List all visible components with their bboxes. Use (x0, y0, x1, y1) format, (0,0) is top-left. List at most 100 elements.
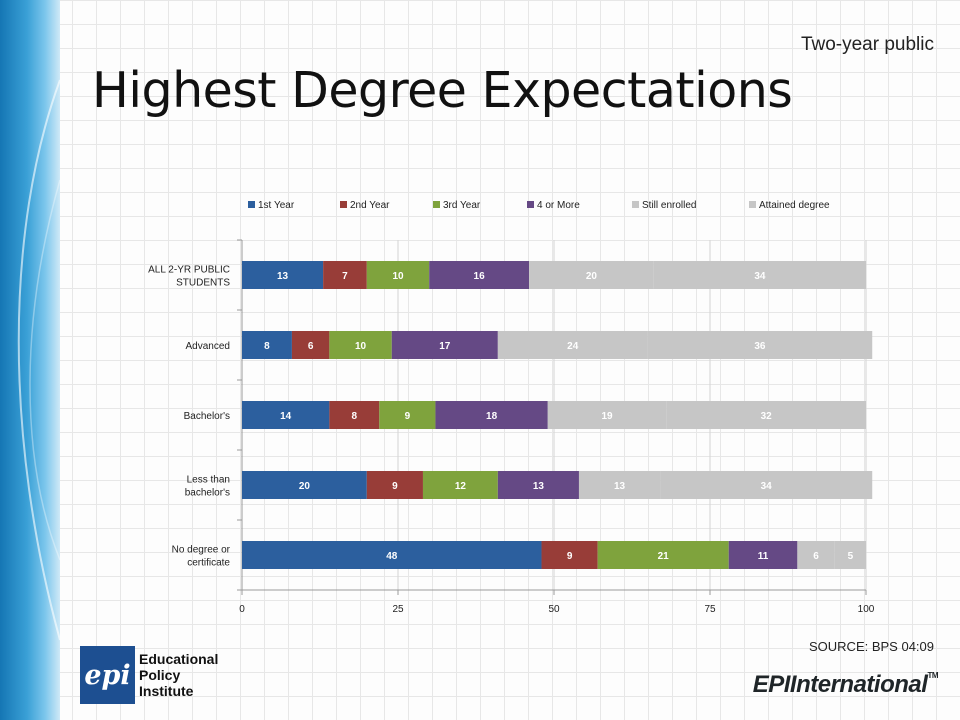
bar-segment-3-5 (660, 471, 873, 499)
category-label-2-line-0: Bachelor's (184, 411, 230, 422)
category-label-4-line-0: No degree or (172, 545, 231, 556)
legend-label-5: Attained degree (759, 200, 830, 211)
bar-segment-0-5 (653, 261, 866, 289)
legend-label-1: 2nd Year (350, 200, 390, 211)
x-tick-label-4: 100 (858, 604, 875, 615)
bar-segment-2-1 (329, 401, 380, 429)
data-label-0-1: 7 (342, 271, 348, 282)
data-label-1-0: 8 (264, 341, 270, 352)
data-label-0-2: 10 (392, 271, 404, 282)
bar-segment-2-5 (666, 401, 866, 429)
legend-swatch-4 (632, 201, 639, 208)
data-label-3-1: 9 (392, 481, 398, 492)
legend-label-0: 1st Year (258, 200, 295, 211)
data-label-4-2: 21 (658, 551, 670, 562)
category-label-1-line-0: Advanced (186, 341, 230, 352)
trademark-mark: TM (927, 671, 938, 680)
data-label-2-3: 18 (486, 411, 498, 422)
bar-segment-0-3 (429, 261, 530, 289)
bar-segment-3-2 (422, 471, 498, 499)
legend-label-4: Still enrolled (642, 200, 696, 211)
bar-segment-2-2 (379, 401, 436, 429)
bar-segment-4-4 (797, 541, 835, 569)
data-label-1-2: 10 (355, 341, 367, 352)
epi-logo-line-1: Educational (139, 651, 219, 667)
bar-segment-2-4 (547, 401, 667, 429)
bar-segment-2-0 (242, 401, 330, 429)
slide-subtitle: Two-year public (800, 34, 934, 55)
epi-logo-line-3: Institute (139, 683, 194, 699)
bar-segment-4-1 (541, 541, 598, 569)
legend-label-3: 4 or More (537, 200, 580, 211)
bar-segment-3-0 (242, 471, 367, 499)
data-label-4-5: 5 (848, 551, 854, 562)
legend-swatch-1 (340, 201, 347, 208)
data-label-3-2: 12 (455, 481, 467, 492)
epi-logo-text: Educational Policy Institute (139, 651, 218, 699)
epi-international-text: EPIInternational (752, 671, 928, 698)
data-label-1-1: 6 (308, 341, 314, 352)
epi-logo-line-2: Policy (139, 667, 181, 683)
bar-segment-1-5 (647, 331, 873, 359)
x-tick-label-1: 25 (392, 604, 404, 615)
bar-segment-3-3 (497, 471, 579, 499)
bar-segment-3-1 (366, 471, 423, 499)
data-label-1-5: 36 (754, 341, 766, 352)
bar-segment-0-4 (529, 261, 654, 289)
data-label-3-4: 13 (614, 481, 626, 492)
legend-swatch-0 (248, 201, 255, 208)
data-label-3-0: 20 (299, 481, 311, 492)
category-label-3-line-1: bachelor's (185, 488, 230, 499)
bar-segment-2-3 (435, 401, 548, 429)
data-label-4-4: 6 (813, 551, 819, 562)
data-label-3-3: 13 (533, 481, 545, 492)
data-label-2-2: 9 (405, 411, 411, 422)
epi-logo-mark: epi (80, 646, 135, 704)
epi-international-logo: EPIInternationalTM (752, 671, 939, 699)
decorative-curves (17, 79, 60, 641)
epi-logo: epi Educational Policy Institute (80, 646, 230, 708)
data-label-0-5: 34 (754, 271, 766, 282)
data-label-4-3: 11 (758, 551, 769, 562)
bar-segment-1-3 (391, 331, 498, 359)
bar-segment-1-2 (329, 331, 392, 359)
category-label-0-line-1: STUDENTS (176, 278, 230, 289)
source-note: SOURCE: BPS 04:09 (809, 639, 934, 654)
decorative-side-band (0, 0, 60, 720)
data-label-0-4: 20 (586, 271, 598, 282)
category-label-0-line-0: ALL 2-YR PUBLIC (148, 265, 230, 276)
bar-segment-0-2 (366, 261, 430, 289)
bar-segment-1-0 (242, 331, 292, 359)
data-label-1-4: 24 (567, 341, 579, 352)
slide-title: Highest Degree Expectations (92, 62, 793, 119)
data-label-1-3: 17 (439, 341, 451, 352)
data-label-0-3: 16 (474, 271, 486, 282)
bar-segment-4-3 (728, 541, 798, 569)
data-label-0-0: 13 (277, 271, 289, 282)
data-label-2-5: 32 (761, 411, 773, 422)
bar-segment-4-0 (242, 541, 542, 569)
bar-segment-1-4 (497, 331, 648, 359)
bar-segment-0-1 (323, 261, 367, 289)
bar-segment-4-2 (597, 541, 729, 569)
x-tick-label-3: 75 (704, 604, 716, 615)
category-label-3-line-0: Less than (187, 475, 230, 486)
bar-segment-3-4 (578, 471, 661, 499)
data-label-4-1: 9 (567, 551, 573, 562)
data-label-4-0: 48 (386, 551, 398, 562)
x-tick-label-2: 50 (548, 604, 560, 615)
bar-segment-4-5 (834, 541, 866, 569)
data-label-3-5: 34 (761, 481, 773, 492)
x-tick-label-0: 0 (239, 604, 245, 615)
data-label-2-0: 14 (280, 411, 292, 422)
data-label-2-1: 8 (352, 411, 358, 422)
legend-swatch-3 (527, 201, 534, 208)
legend-swatch-5 (749, 201, 756, 208)
legend-swatch-2 (433, 201, 440, 208)
legend-label-2: 3rd Year (443, 200, 481, 211)
bar-segment-0-0 (242, 261, 324, 289)
data-label-2-4: 19 (601, 411, 613, 422)
bar-segment-1-1 (291, 331, 330, 359)
category-label-4-line-1: certificate (187, 558, 230, 569)
